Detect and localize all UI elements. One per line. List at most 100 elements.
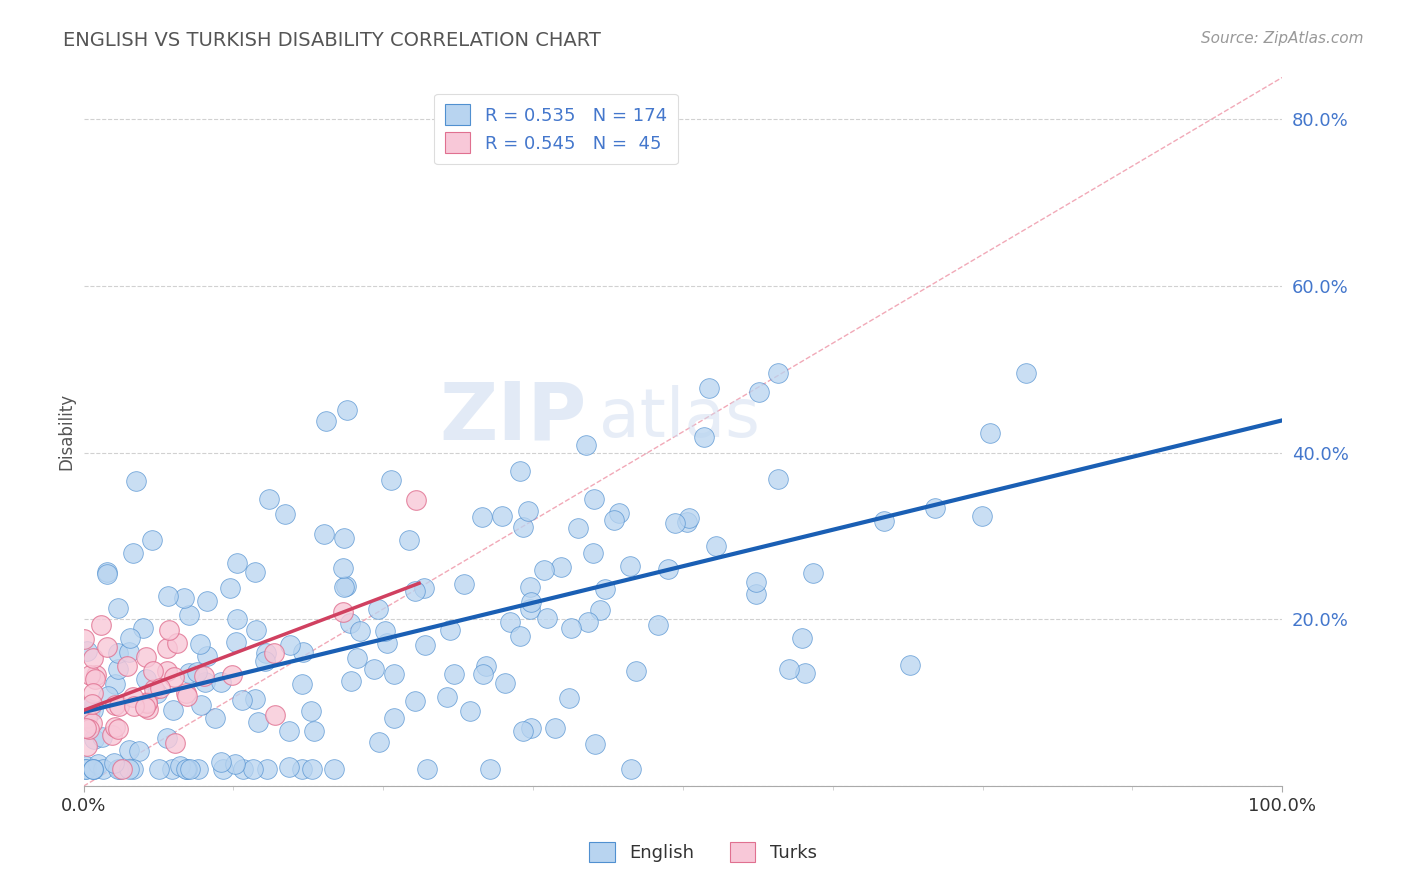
Point [323, 763, 346, 777]
Point [471, 510, 494, 524]
Point [315, 414, 337, 428]
Point [593, 582, 616, 597]
Point [278, 760, 301, 774]
Point [75, 758, 97, 772]
Point [209, 675, 232, 690]
Point [83, 732, 105, 747]
Point [380, 473, 402, 487]
Point [76, 739, 98, 754]
Point [491, 508, 513, 523]
Point [519, 601, 541, 615]
Point [101, 728, 124, 742]
Point [107, 601, 129, 615]
Point [232, 763, 254, 777]
Point [560, 621, 582, 635]
Point [80, 716, 103, 731]
Point [516, 504, 538, 518]
Point [108, 763, 131, 777]
Point [115, 659, 138, 673]
Point [567, 521, 589, 535]
Point [195, 649, 218, 664]
Point [149, 681, 172, 696]
Point [254, 646, 277, 660]
Point [87, 757, 110, 772]
Point [699, 381, 721, 395]
Point [498, 615, 520, 629]
Point [73, 632, 96, 646]
Point [333, 580, 356, 594]
Point [509, 464, 531, 478]
Point [76, 711, 98, 725]
Point [242, 763, 264, 777]
Point [363, 662, 385, 676]
Point [624, 664, 647, 678]
Point [479, 763, 502, 777]
Point [221, 668, 243, 682]
Point [583, 737, 606, 751]
Point [166, 636, 188, 650]
Point [176, 763, 198, 777]
Point [176, 689, 198, 703]
Point [104, 677, 127, 691]
Point [801, 566, 824, 580]
Point [79, 667, 101, 681]
Point [135, 672, 157, 686]
Point [91, 763, 114, 777]
Point [436, 690, 458, 704]
Point [157, 590, 180, 604]
Point [76, 644, 98, 658]
Point [173, 591, 195, 605]
Point [90, 730, 112, 744]
Point [226, 556, 249, 570]
Point [103, 756, 125, 771]
Point [790, 631, 813, 645]
Text: ENGLISH VS TURKISH DISABILITY CORRELATION CHART: ENGLISH VS TURKISH DISABILITY CORRELATIO… [63, 31, 602, 50]
Point [647, 618, 669, 632]
Point [512, 520, 534, 534]
Point [474, 658, 496, 673]
Point [404, 583, 426, 598]
Point [136, 696, 159, 710]
Point [339, 615, 361, 630]
Point [619, 559, 641, 574]
Point [374, 624, 396, 639]
Legend: R = 0.535   N = 174, R = 0.545   N =  45: R = 0.535 N = 174, R = 0.545 N = 45 [434, 94, 678, 164]
Point [187, 763, 209, 777]
Point [349, 624, 371, 639]
Point [190, 698, 212, 713]
Point [156, 731, 179, 745]
Point [219, 581, 242, 595]
Point [83, 763, 105, 777]
Point [382, 666, 405, 681]
Point [664, 516, 686, 531]
Point [75, 701, 97, 715]
Point [122, 699, 145, 714]
Point [277, 723, 299, 738]
Point [188, 637, 211, 651]
Point [368, 735, 391, 749]
Point [226, 612, 249, 626]
Point [332, 605, 354, 619]
Point [82, 686, 104, 700]
Point [79, 703, 101, 717]
Point [163, 736, 186, 750]
Point [75, 722, 97, 736]
Point [107, 763, 129, 777]
Point [179, 763, 201, 777]
Point [247, 714, 270, 729]
Point [146, 686, 169, 700]
Point [82, 651, 104, 665]
Point [136, 702, 159, 716]
Point [148, 763, 170, 777]
Point [263, 646, 285, 660]
Point [332, 531, 354, 545]
Point [336, 403, 359, 417]
Point [204, 711, 226, 725]
Point [299, 704, 322, 718]
Point [75, 763, 97, 777]
Point [375, 636, 398, 650]
Point [274, 508, 297, 522]
Point [132, 621, 155, 635]
Point [405, 492, 427, 507]
Point [778, 662, 800, 676]
